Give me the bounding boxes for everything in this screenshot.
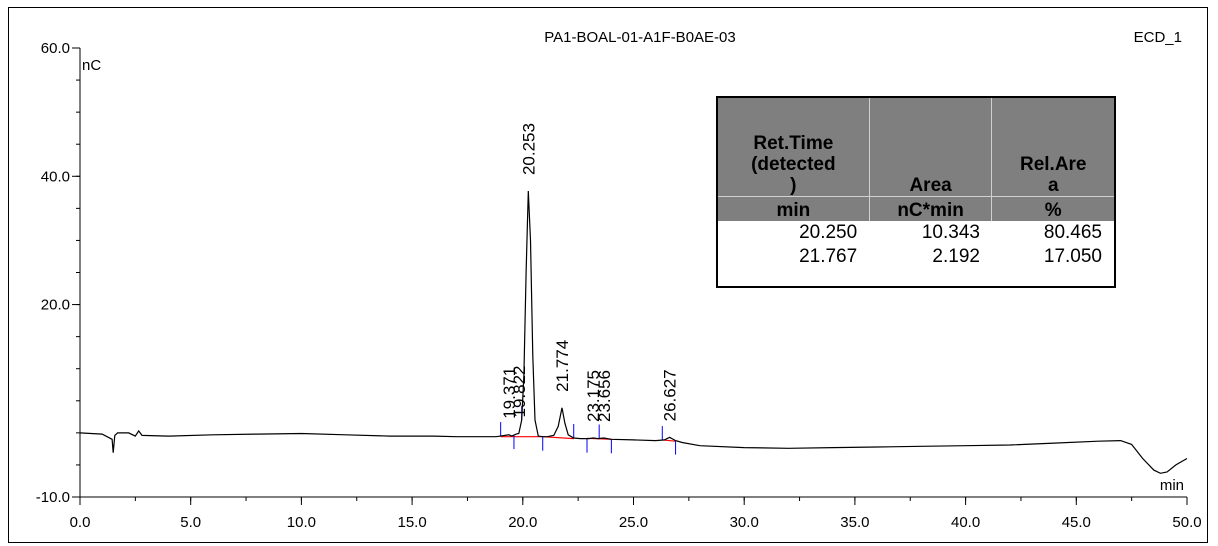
table-cell: 17.050 — [1043, 246, 1102, 267]
y-ticks: 60.0 40.0 20.0 -10.0 — [36, 40, 80, 506]
x-tick-label: 40.0 — [951, 514, 980, 531]
table-cell: 21.767 — [799, 246, 858, 267]
y-tick-label: 60.0 — [41, 40, 70, 57]
x-tick-label: 35.0 — [840, 514, 869, 531]
x-axis-label: min — [1160, 477, 1184, 494]
peak-label: 21.774 — [553, 340, 572, 392]
y-tick-label: 20.0 — [41, 297, 70, 314]
table-cell: 2.192 — [932, 246, 980, 267]
y-tick-label: -10.0 — [36, 489, 70, 506]
peak-label: 19.371 — [500, 367, 519, 419]
x-tick-label: 30.0 — [730, 514, 759, 531]
y-axis-label: nC — [82, 57, 101, 74]
chart-title: PA1-BOAL-01-A1F-B0AE-03 — [544, 29, 735, 46]
table-cell: 80.465 — [1043, 222, 1102, 243]
peak-label: 26.627 — [661, 369, 680, 421]
x-tick-label: 0.0 — [70, 514, 91, 531]
col-header-rel-area: Rel.Are a — [991, 98, 1114, 197]
col-header-rel-area-line: Rel.Are — [1019, 154, 1087, 175]
table-row: 20.250 10.343 80.465 — [718, 221, 1114, 245]
peak-label: 23.175 — [584, 370, 603, 422]
x-tick-label: 45.0 — [1062, 514, 1091, 531]
col-unit-rel-area: % — [991, 196, 1114, 221]
table-cell: 20.250 — [799, 222, 858, 243]
peak-label: 19.822 — [510, 365, 529, 417]
table-cell: 10.343 — [921, 222, 980, 243]
peak-label: 23.656 — [595, 370, 614, 422]
col-header-area: Area — [869, 98, 993, 197]
col-header-ret-time-line: (detected — [751, 154, 836, 175]
x-tick-label: 10.0 — [287, 514, 316, 531]
chromatogram-trace — [79, 190, 1188, 474]
col-header-ret-time-line: Ret.Time — [753, 133, 834, 154]
col-unit-ret-time: min — [718, 196, 870, 221]
col-header-ret-time: Ret.Time (detected ) — [718, 98, 870, 197]
detector-label: ECD_1 — [1134, 29, 1182, 46]
x-tick-label: 20.0 — [508, 514, 537, 531]
peak-table: Ret.Time (detected ) Area Rel.Are a min … — [716, 96, 1116, 288]
y-tick-label: 40.0 — [41, 168, 70, 185]
x-tick-label: 5.0 — [180, 514, 201, 531]
chromatogram-frame — [8, 7, 1208, 543]
x-tick-label: 15.0 — [397, 514, 426, 531]
x-tick-label: 50.0 — [1172, 514, 1201, 531]
x-tick-label: 25.0 — [619, 514, 648, 531]
col-header-rel-area-line: a — [1047, 175, 1059, 196]
table-row: 21.767 2.192 17.050 — [718, 245, 1114, 269]
x-ticks: 0.0 5.0 10.0 15.0 20.0 25.0 30.0 35.0 40.0 45.0 50… — [70, 497, 1202, 531]
col-header-area-line: Area — [909, 175, 952, 196]
col-header-ret-time-line: ) — [790, 175, 797, 196]
peak-label: 20.253 — [519, 123, 538, 175]
col-unit-area: nC*min — [869, 196, 993, 221]
